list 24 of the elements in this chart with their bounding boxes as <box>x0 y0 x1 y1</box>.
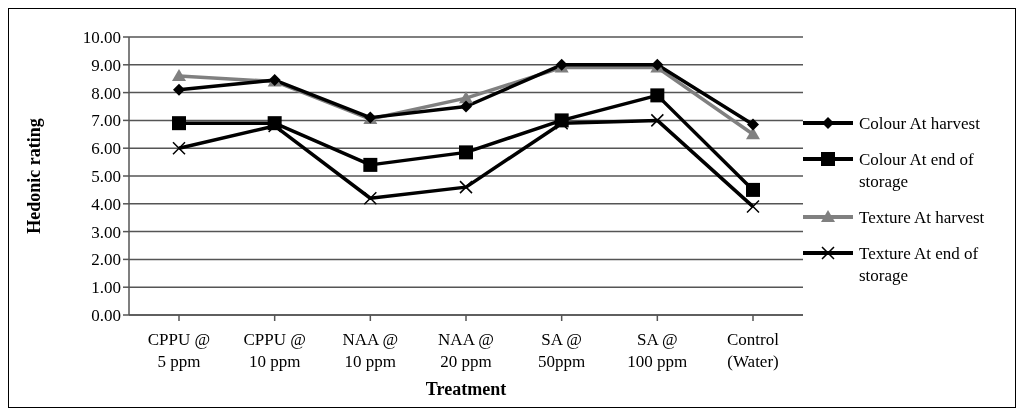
x-tick-label: SA @ 100 ppm <box>627 330 688 371</box>
x-tick-label: CPPU @ 5 ppm <box>147 330 211 371</box>
y-axis-title: Hedonic rating <box>24 118 45 234</box>
y-tick-label: 10.00 <box>82 28 121 48</box>
x-tick-label: Control (Water) <box>727 330 780 371</box>
y-tick-label: 2.00 <box>91 250 121 270</box>
x-tick-label: CPPU @ 10 ppm <box>243 330 306 371</box>
legend-label: Texture At end of storage <box>859 243 980 287</box>
x-axis-title: Treatment <box>425 379 507 399</box>
y-tick-label: 8.00 <box>91 83 121 103</box>
legend-label: Texture At harvest <box>859 207 985 229</box>
x-tick-label: SA @ 50ppm <box>538 330 586 371</box>
legend-label: Colour At end of storage <box>859 149 975 193</box>
x-tick-label: NAA @ 20 ppm <box>438 330 494 371</box>
legend-label: Colour At harvest <box>859 113 980 135</box>
y-tick-label: 4.00 <box>91 194 121 214</box>
y-tick-label: 9.00 <box>91 55 121 75</box>
y-tick-label: 5.00 <box>91 167 121 187</box>
x-tick-label: NAA @ 10 ppm <box>342 330 399 371</box>
y-tick-label: 1.00 <box>91 278 121 298</box>
y-tick-label: 7.00 <box>91 111 121 131</box>
y-tick-label: 6.00 <box>91 139 121 159</box>
y-tick-label: 3.00 <box>91 222 121 242</box>
y-tick-label: 0.00 <box>91 306 121 326</box>
